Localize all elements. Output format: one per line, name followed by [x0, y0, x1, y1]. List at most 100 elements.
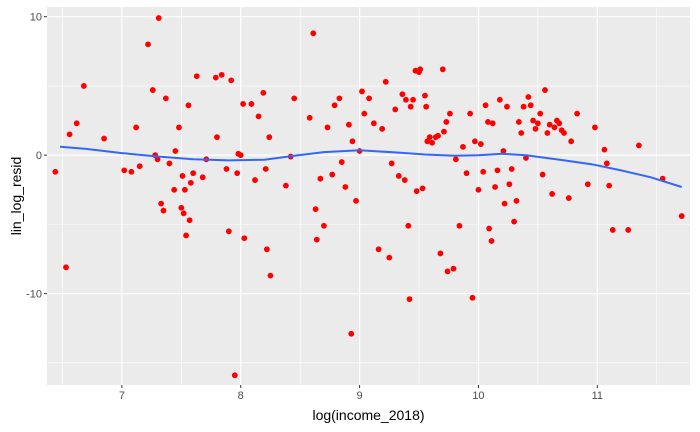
- data-point: [240, 101, 247, 107]
- data-point: [392, 106, 399, 113]
- data-point: [496, 96, 503, 103]
- data-point: [544, 130, 551, 136]
- data-point: [625, 227, 632, 233]
- data-point: [241, 235, 248, 242]
- data-point: [475, 186, 482, 193]
- data-point: [426, 134, 433, 141]
- data-point: [171, 186, 178, 193]
- data-point: [52, 168, 59, 175]
- data-point: [515, 119, 522, 125]
- data-point: [263, 246, 270, 253]
- data-point: [166, 160, 173, 167]
- data-point: [429, 139, 435, 146]
- data-point: [584, 181, 591, 188]
- y-axis-ticks: -10 0 10: [26, 12, 47, 301]
- data-point: [190, 170, 197, 177]
- data-point: [225, 228, 232, 235]
- data-point: [546, 121, 553, 128]
- data-point: [406, 296, 413, 303]
- data-point: [321, 222, 327, 229]
- data-point: [345, 121, 352, 128]
- data-point: [423, 103, 430, 110]
- data-point: [158, 200, 164, 207]
- data-point: [592, 124, 598, 131]
- x-tick-label: 7: [119, 390, 125, 402]
- data-point: [149, 87, 156, 93]
- data-point: [419, 185, 426, 192]
- data-point: [80, 83, 87, 89]
- data-point: [179, 173, 186, 179]
- data-point: [480, 168, 487, 175]
- data-point: [452, 156, 459, 163]
- data-point: [193, 73, 200, 80]
- data-point: [485, 119, 491, 125]
- data-point: [212, 74, 219, 81]
- data-point: [467, 110, 474, 117]
- data-point: [186, 217, 193, 224]
- data-point: [603, 160, 610, 167]
- data-point: [494, 167, 501, 174]
- data-point: [155, 15, 162, 21]
- y-tick-label: 0: [36, 150, 42, 162]
- data-point: [405, 222, 412, 229]
- data-point: [456, 222, 463, 229]
- data-point: [482, 102, 489, 109]
- data-point: [551, 124, 558, 131]
- data-point: [310, 30, 317, 37]
- data-point: [255, 113, 262, 120]
- data-point: [609, 227, 616, 233]
- data-point: [460, 143, 466, 150]
- data-point: [443, 119, 450, 125]
- data-point: [133, 124, 140, 131]
- data-point: [160, 207, 167, 214]
- data-point: [525, 94, 532, 100]
- x-tick-label: 8: [238, 390, 244, 402]
- data-point: [228, 77, 235, 84]
- data-point: [435, 132, 441, 139]
- data-point: [450, 265, 457, 272]
- data-point: [542, 87, 548, 93]
- y-tick-label: -10: [26, 289, 42, 301]
- data-point: [508, 166, 515, 172]
- data-point: [154, 156, 161, 163]
- data-point: [537, 110, 544, 117]
- data-point: [379, 125, 386, 132]
- data-point: [399, 91, 406, 98]
- x-tick-label: 11: [592, 390, 603, 402]
- data-point: [549, 191, 556, 197]
- data-point: [187, 179, 194, 186]
- data-point: [530, 117, 537, 124]
- data-point: [183, 232, 189, 239]
- data-point: [317, 175, 324, 182]
- data-point: [248, 101, 255, 107]
- x-axis-ticks: 7 8 9 10 11: [119, 385, 603, 402]
- data-point: [471, 138, 478, 145]
- data-point: [266, 134, 273, 141]
- data-point: [403, 96, 409, 103]
- data-point: [172, 148, 179, 154]
- data-point: [410, 96, 416, 103]
- data-point: [489, 120, 496, 127]
- data-point: [606, 182, 613, 189]
- data-point: [267, 272, 274, 279]
- data-point: [121, 167, 128, 174]
- data-point: [447, 110, 453, 117]
- data-point: [312, 206, 319, 213]
- y-axis-title: lin_log_resid: [8, 157, 24, 236]
- y-tick-label: 10: [30, 12, 42, 24]
- data-point: [234, 170, 241, 177]
- data-point: [568, 138, 575, 145]
- data-point: [185, 102, 192, 109]
- data-point: [361, 110, 368, 117]
- data-point: [291, 95, 298, 102]
- data-point: [463, 170, 470, 177]
- data-point: [417, 66, 424, 73]
- x-tick-label: 10: [472, 390, 484, 402]
- data-point: [349, 138, 356, 145]
- data-point: [262, 166, 269, 172]
- data-point: [500, 148, 507, 154]
- data-point: [231, 372, 238, 379]
- data-point: [176, 124, 182, 131]
- data-point: [331, 102, 338, 109]
